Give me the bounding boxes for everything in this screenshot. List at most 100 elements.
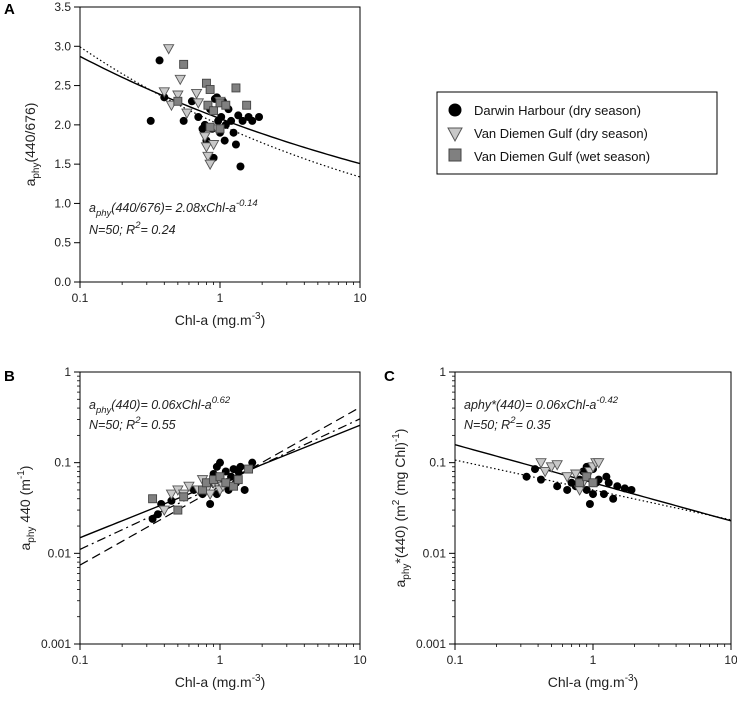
point-vdg-wet (231, 83, 241, 93)
point-vdg-dry (592, 458, 605, 469)
panel-c: 0.1 1 10 0.001 0.01 0.1 1 Chl-a (mg.m-3) aphy*(4… (391, 365, 737, 690)
point-darwin-dry (229, 128, 238, 137)
point-vdg-wet (173, 96, 183, 106)
point-vdg-dry (207, 140, 220, 151)
y-tick-label: 0.001 (41, 637, 71, 651)
point-darwin-dry (589, 490, 597, 499)
point-vdg-dry (172, 90, 184, 101)
point-darwin-dry (148, 514, 157, 523)
point-darwin-dry (620, 484, 629, 493)
y-tick-label: 0.01 (48, 546, 72, 560)
x-axis-label: Chl-a (mg.m-3) (175, 673, 266, 690)
fit-lines (80, 46, 360, 178)
point-darwin-dry (553, 482, 562, 491)
point-vdg-wet (173, 505, 183, 515)
point-darwin-dry (585, 500, 594, 509)
point-darwin-dry (146, 116, 155, 125)
y-tick-label: 1 (439, 365, 446, 379)
legend-marker-triangle (447, 127, 463, 143)
legend-label-darwin-dry: Darwin Harbour (dry season) (474, 103, 641, 118)
point-darwin-dry (227, 116, 236, 125)
y-tick-label: 0.0 (54, 275, 71, 289)
plot-frame (79, 6, 361, 283)
point-vdg-dry (569, 469, 582, 480)
point-vdg-wet (203, 100, 213, 110)
panel-label-b: B (4, 368, 15, 385)
panel-a: 0.1 1 10 0.0 0.5 1.0 1.5 2.0 2.5 3.0 3.5 Chl-a (mg.… (22, 0, 367, 328)
x-tick-label: 10 (724, 653, 737, 667)
x-tick-label: 10 (353, 653, 367, 667)
y-axis-label: aphy 440 (m-1) (16, 466, 37, 551)
point-vdg-wet (244, 464, 254, 474)
point-darwin-dry (167, 496, 176, 505)
point-vdg-dry (551, 460, 563, 471)
x-tick-label: 0.1 (72, 291, 89, 305)
point-darwin-dry (194, 113, 203, 121)
point-darwin-dry (236, 162, 245, 171)
legend-label-vdg-wet: Van Diemen Gulf (wet season) (474, 149, 650, 164)
point-darwin-dry (602, 472, 611, 481)
fit-line-dotted (80, 46, 360, 178)
data-points (146, 44, 264, 171)
y-tick-label: 0.5 (54, 236, 71, 250)
point-vdg-dry (545, 462, 558, 473)
point-vdg-wet (233, 475, 243, 485)
point-darwin-dry (582, 485, 591, 494)
point-vdg-wet (205, 122, 215, 132)
point-darwin-dry (609, 494, 618, 503)
point-darwin-dry (248, 116, 257, 125)
point-vdg-wet (179, 492, 189, 502)
x-axis-label: Chl-a (mg.m-3) (548, 673, 639, 690)
point-darwin-dry (234, 111, 243, 120)
x-tick-label: 10 (353, 291, 367, 305)
point-vdg-dry (158, 505, 171, 517)
point-darwin-dry (240, 485, 249, 494)
point-vdg-wet (575, 478, 585, 488)
legend-marker-square (448, 148, 462, 162)
point-darwin-dry (231, 140, 240, 149)
point-vdg-dry (535, 458, 547, 469)
point-darwin-dry (236, 462, 245, 471)
y-tick-label: 0.1 (429, 456, 446, 470)
legend-box (436, 91, 718, 175)
point-vdg-dry (539, 467, 551, 478)
y-tick-label: 1 (64, 365, 71, 379)
x-tick-label: 0.1 (447, 653, 464, 667)
data-points (148, 458, 257, 523)
y-axis-label: aphy(440/676) (22, 103, 42, 187)
point-vdg-wet (215, 472, 225, 482)
panel-b: 0.1 1 10 0.001 0.01 0.1 1 Chl-a (mg.m-3) aphy 44… (16, 365, 367, 690)
legend-label-vdg-dry: Van Diemen Gulf (dry season) (474, 126, 648, 141)
point-darwin-dry (531, 465, 540, 474)
y-tick-label: 0.01 (423, 546, 447, 560)
point-darwin-dry (522, 472, 531, 481)
y-tick-label: 1.0 (54, 196, 71, 210)
point-vdg-wet (588, 478, 598, 488)
y-tick-label: 2.0 (54, 118, 71, 132)
point-darwin-dry (537, 475, 546, 484)
legend: Darwin Harbour (dry season) Van Diemen G… (436, 91, 718, 175)
point-vdg-wet (221, 478, 231, 488)
point-darwin-dry (216, 458, 224, 467)
y-tick-label: 0.1 (54, 456, 71, 470)
point-darwin-dry (255, 113, 264, 121)
point-vdg-dry (202, 151, 214, 163)
point-darwin-dry (153, 510, 162, 519)
point-vdg-wet (582, 472, 592, 482)
point-darwin-dry (604, 478, 613, 487)
fit-stats: N=50; R2= 0.35 (464, 415, 551, 432)
point-darwin-dry (613, 482, 622, 491)
fit-stats: N=50; R2= 0.24 (89, 220, 176, 237)
point-vdg-dry (174, 74, 187, 86)
point-vdg-dry (200, 142, 213, 153)
fit-equation: aphy*(440)= 0.06xChl-a-0.42 (464, 395, 619, 412)
point-vdg-dry (190, 88, 203, 100)
point-darwin-dry (599, 490, 608, 499)
data-points (522, 458, 636, 509)
x-tick-label: 1 (217, 653, 224, 667)
fit-line-dotted (455, 459, 731, 521)
panel-label-a: A (4, 1, 15, 18)
point-darwin-dry (206, 500, 215, 509)
y-axis-label: aphy*(440) (m2 (mg Chl)-1) (391, 429, 412, 588)
